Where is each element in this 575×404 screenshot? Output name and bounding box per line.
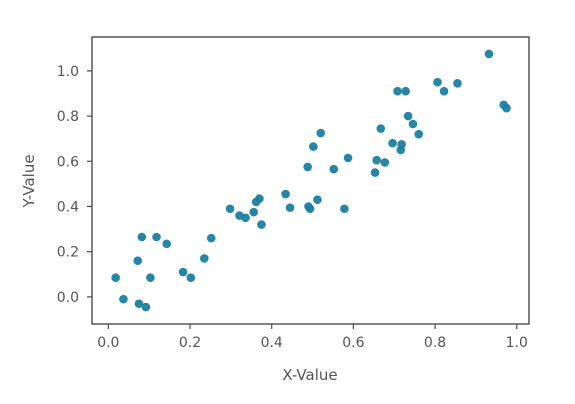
data-point [380, 158, 390, 167]
data-point [439, 86, 449, 96]
y-axis: 0.0 0.2 0.4 0.6 0.8 1.0 [57, 64, 92, 306]
data-point [137, 232, 147, 242]
data-point [133, 256, 143, 266]
data-point [313, 195, 322, 205]
data-point [186, 273, 196, 282]
data-point [119, 294, 128, 304]
plot-frame [91, 36, 530, 325]
data-point [340, 204, 349, 214]
data-point [200, 254, 209, 263]
data-point [134, 299, 144, 308]
y-tick-label: 0.2 [57, 245, 79, 261]
data-point [162, 239, 172, 249]
data-point [403, 111, 413, 121]
y-tick-label: 0.6 [57, 154, 79, 170]
data-point [146, 273, 155, 282]
data-point [372, 155, 381, 165]
data-point [376, 124, 386, 133]
data-point [388, 138, 397, 148]
data-point [206, 233, 216, 243]
data-point [343, 153, 353, 163]
data-point [241, 213, 250, 223]
data-points [111, 49, 511, 312]
x-tick-label: 0.0 [97, 335, 119, 351]
data-point [281, 189, 290, 199]
data-point [408, 119, 418, 129]
data-point [178, 267, 188, 277]
data-point [303, 162, 312, 172]
y-tick-label: 0.4 [57, 199, 79, 215]
data-point [309, 142, 318, 151]
data-point [484, 49, 494, 59]
data-point [370, 168, 380, 177]
y-tick-label: 1.0 [57, 64, 79, 80]
data-point [414, 129, 424, 139]
x-axis: 0.0 0.2 0.4 0.6 0.8 1.0 [97, 324, 528, 351]
data-point [255, 194, 264, 203]
data-point [249, 207, 259, 217]
x-tick-label: 0.8 [424, 335, 446, 351]
y-axis-label: Y-Value [20, 154, 38, 208]
x-axis-label: X-Value [282, 366, 337, 384]
data-point [397, 140, 406, 149]
y-tick-label: 0.8 [57, 109, 79, 125]
data-point [433, 77, 442, 87]
x-tick-label: 0.4 [261, 335, 283, 351]
data-point [329, 164, 339, 174]
data-point [305, 204, 315, 214]
data-point [316, 128, 326, 138]
data-point [502, 103, 511, 113]
x-tick-label: 1.0 [506, 335, 528, 351]
x-tick-label: 0.2 [179, 335, 201, 351]
data-point [453, 79, 462, 88]
data-point [257, 220, 266, 229]
x-tick-label: 0.6 [342, 335, 364, 351]
data-point [393, 86, 402, 96]
data-point [141, 302, 151, 312]
data-point [285, 203, 295, 212]
data-point [225, 204, 235, 214]
data-point [401, 86, 410, 96]
y-tick-label: 0.0 [57, 290, 79, 306]
data-point [152, 232, 161, 242]
data-point [111, 273, 120, 282]
